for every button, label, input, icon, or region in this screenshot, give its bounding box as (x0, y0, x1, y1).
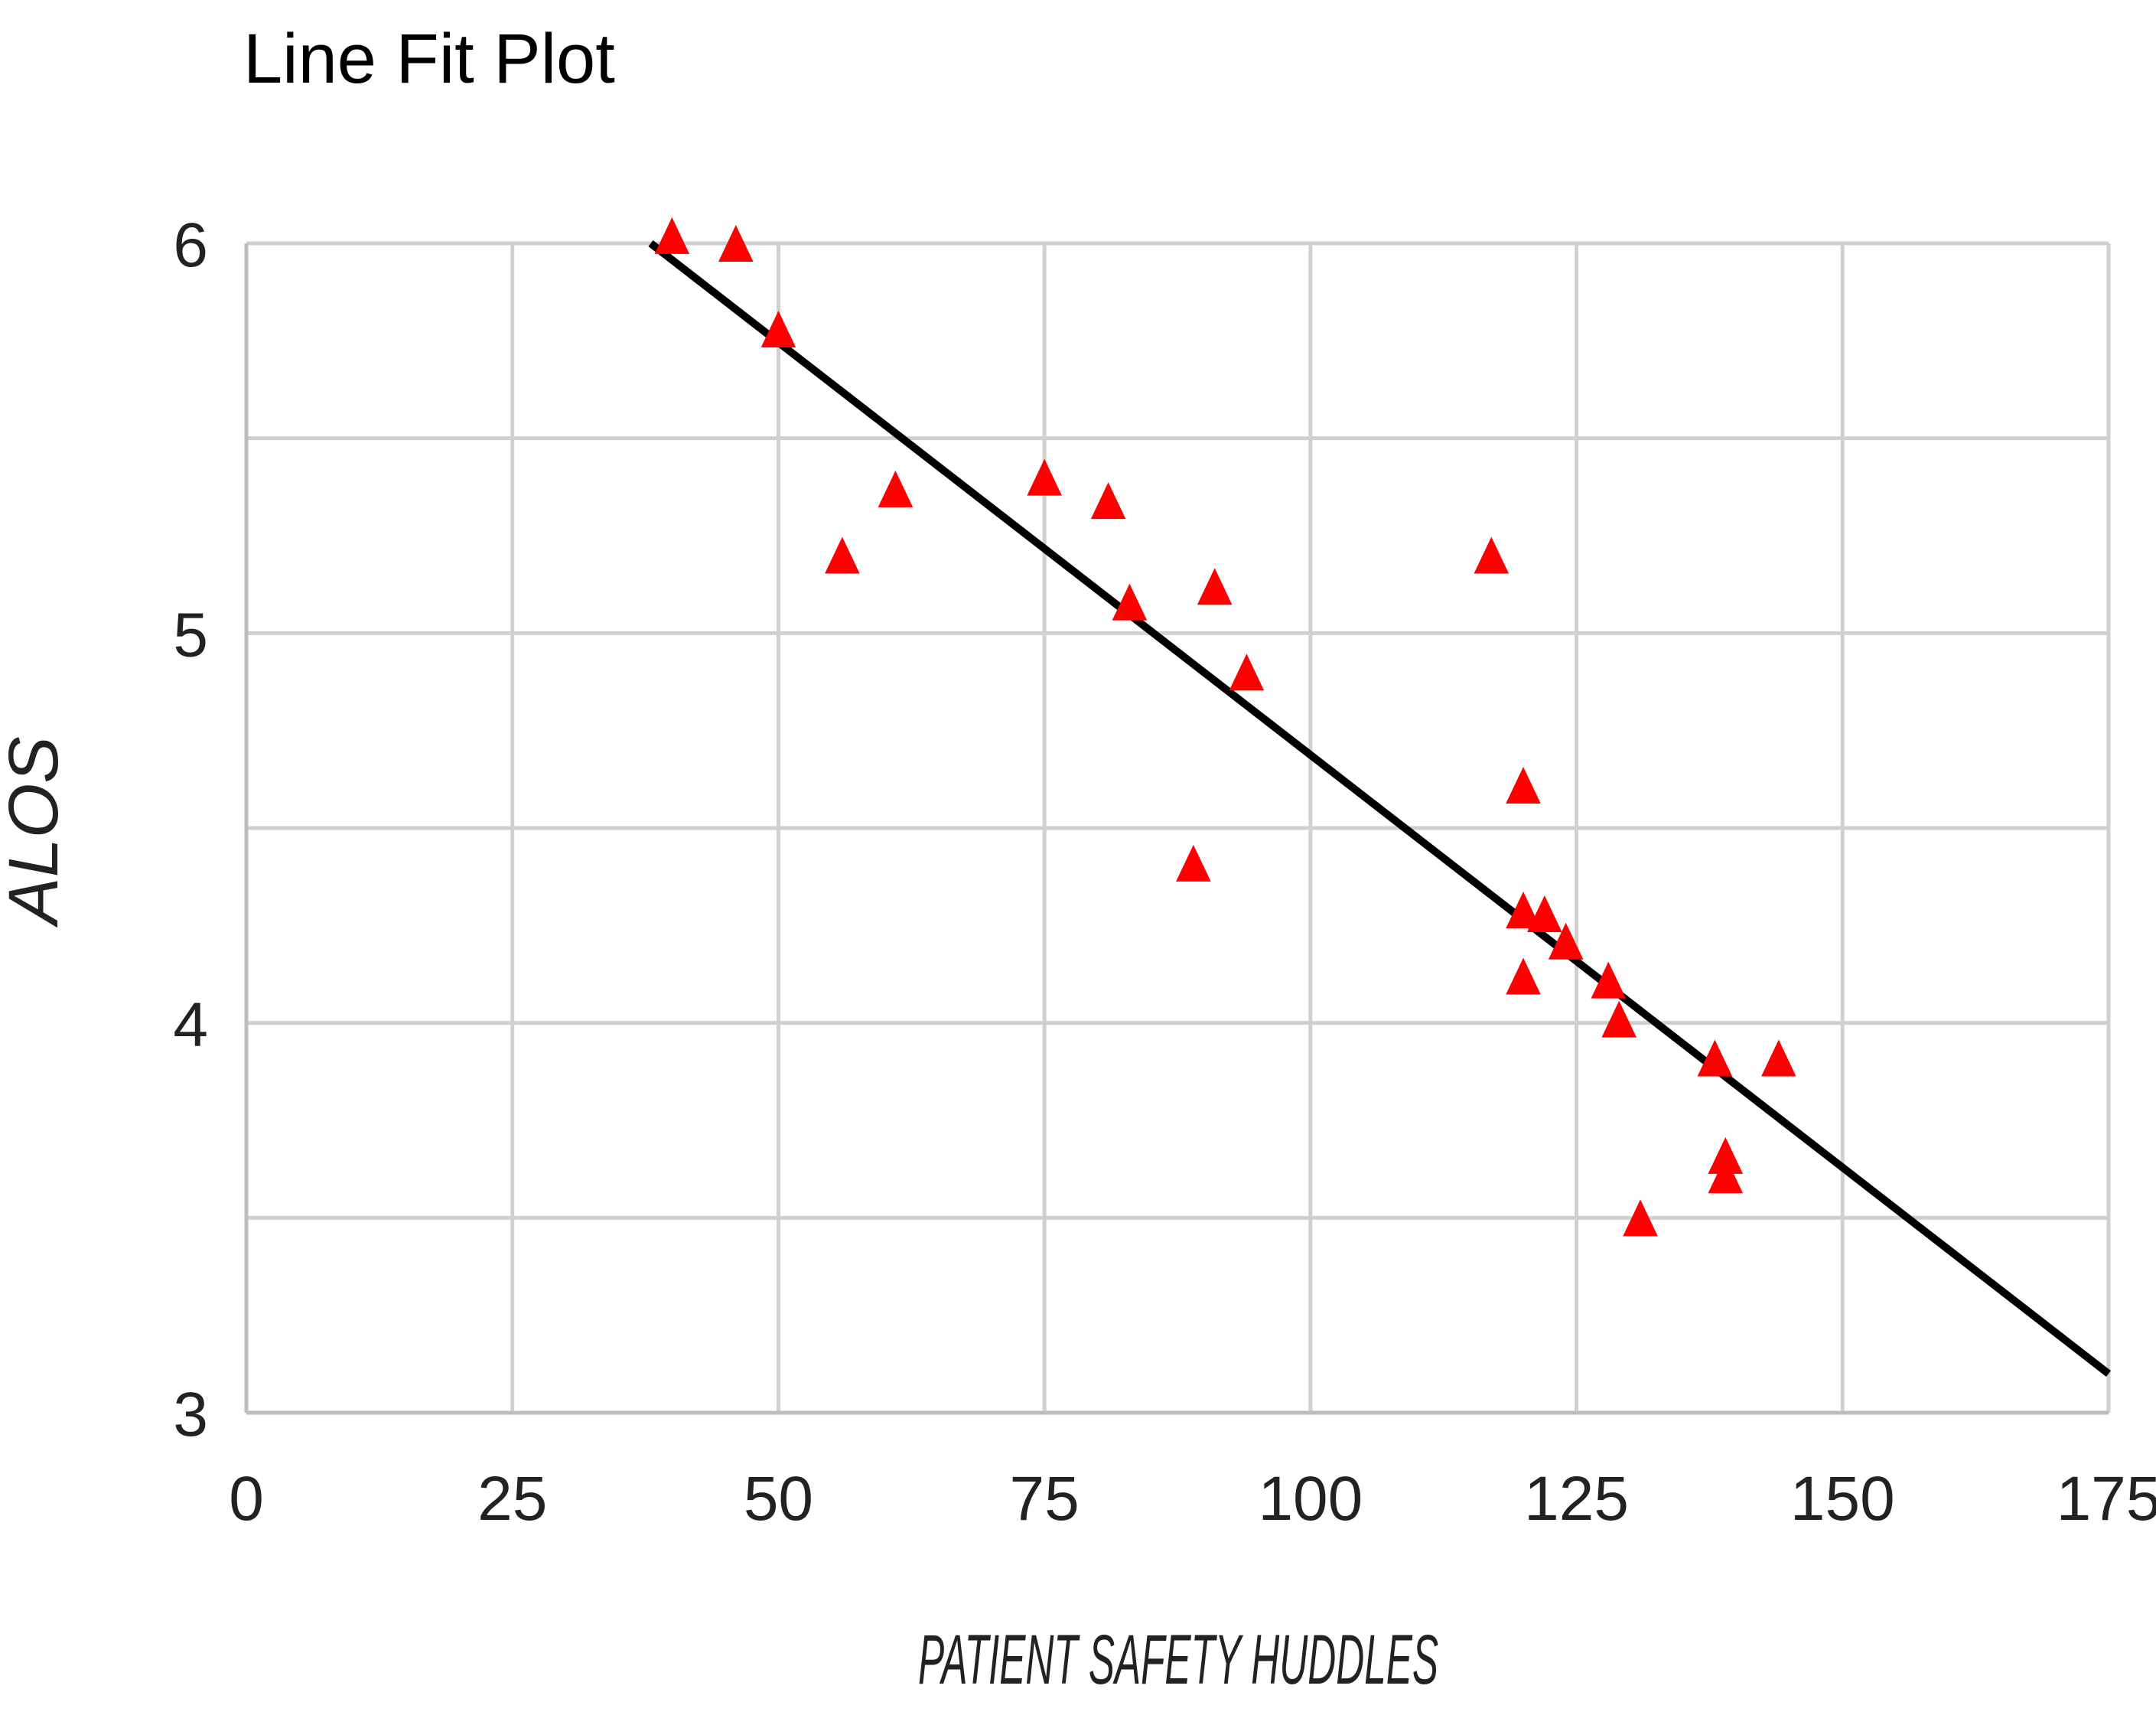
data-point (1697, 1039, 1733, 1077)
tick-labels: 0 25 50 75 100 125 150 175 3 4 5 6 (173, 210, 2156, 1534)
fit-line-layer (648, 240, 2112, 1378)
y-tick-label: 3 (173, 1380, 208, 1449)
data-point (1112, 583, 1148, 621)
data-point (1027, 458, 1062, 496)
x-tick-label: 0 (229, 1464, 264, 1534)
data-point (760, 311, 796, 348)
data-point (1197, 568, 1233, 605)
chart-title: Line Fit Plot (243, 20, 615, 98)
data-point (1474, 536, 1510, 574)
x-tick-label: 75 (1010, 1464, 1080, 1534)
x-tick-label: 150 (1790, 1464, 1895, 1534)
y-tick-label: 6 (173, 210, 208, 280)
axes (244, 243, 2109, 1415)
gridlines (246, 241, 2111, 1413)
data-point (654, 217, 690, 254)
x-tick-label: 50 (744, 1464, 813, 1534)
data-point (1229, 654, 1265, 691)
y-tick-label: 4 (173, 990, 208, 1060)
data-point (1090, 482, 1126, 520)
data-points (654, 217, 1796, 1237)
y-tick-label: 5 (173, 600, 208, 670)
data-point (718, 225, 754, 262)
x-tick-label: 175 (2057, 1464, 2156, 1534)
data-point (825, 536, 860, 574)
data-point (1506, 766, 1541, 804)
y-axis-label: ALOS (0, 736, 73, 928)
data-point (878, 470, 914, 507)
data-point (1527, 895, 1562, 933)
data-point (1623, 1199, 1658, 1237)
x-axis-label: PATIENT SAFETY HUDDLES (918, 1621, 1438, 1699)
data-point (1176, 844, 1211, 882)
data-point (1506, 891, 1541, 928)
fit-line (648, 240, 2112, 1378)
x-tick-label: 125 (1524, 1464, 1629, 1534)
data-point (1708, 1136, 1744, 1174)
data-point (1601, 1000, 1637, 1038)
data-point (1708, 1156, 1744, 1194)
x-tick-label: 25 (477, 1464, 547, 1534)
data-point (1591, 961, 1627, 999)
data-point (1506, 957, 1541, 995)
x-tick-label: 100 (1258, 1464, 1363, 1534)
data-point (1761, 1039, 1796, 1077)
data-point (1548, 922, 1584, 960)
